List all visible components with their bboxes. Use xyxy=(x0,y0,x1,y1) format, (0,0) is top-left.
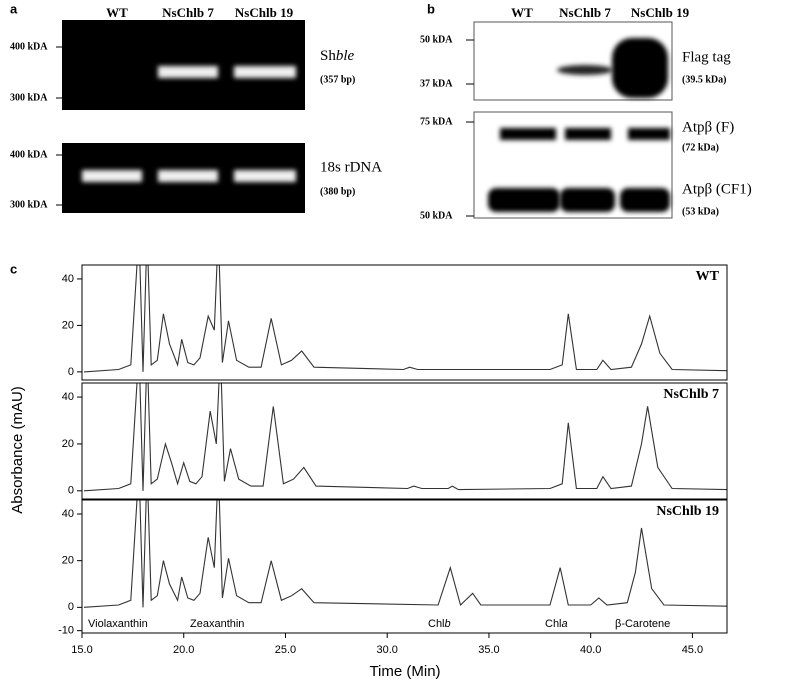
plot-frame xyxy=(81,382,728,500)
y-tick-label: 40 xyxy=(62,273,74,285)
gel xyxy=(62,20,305,110)
band xyxy=(158,66,218,78)
chromatogram-trace xyxy=(83,265,727,373)
gene-name: Shble xyxy=(320,48,355,64)
band xyxy=(612,38,668,98)
band xyxy=(557,65,613,75)
x-tick-label: 25.0 xyxy=(275,644,296,656)
x-tick-label: 40.0 xyxy=(580,644,601,656)
y-tick-label: 40 xyxy=(62,391,74,403)
lane-label: NsChlb 19 xyxy=(235,5,294,20)
annotation: Chla xyxy=(545,618,568,630)
trace-label: NsChlb 19 xyxy=(656,504,719,519)
band xyxy=(565,128,611,140)
annotation: Zeaxanthin xyxy=(190,618,244,630)
marker-label: 75 kDA xyxy=(420,116,453,127)
marker-label: 300 kDA xyxy=(10,92,48,103)
size-label: (380 bp) xyxy=(320,186,355,197)
band xyxy=(158,170,218,182)
y-tick-label: 0 xyxy=(68,366,74,378)
marker-label: 400 kDA xyxy=(10,149,48,160)
y-axis-label: Absorbance (mAU) xyxy=(9,386,26,514)
band xyxy=(620,188,670,212)
x-tick-label: 15.0 xyxy=(71,644,92,656)
marker-label: 50 kDA xyxy=(420,210,453,221)
size-label: (357 bp) xyxy=(320,74,355,85)
lane-label: NsChlb 19 xyxy=(631,5,690,20)
y-tick-label: -10 xyxy=(58,625,74,637)
protein-name: Flag tag xyxy=(682,49,731,65)
size-label: (72 kDa) xyxy=(682,142,719,153)
size-label: (53 kDa) xyxy=(682,206,719,217)
marker-label: 50 kDA xyxy=(420,34,453,45)
marker-label: 300 kDA xyxy=(10,199,48,210)
band xyxy=(628,128,670,140)
y-tick-label: 20 xyxy=(62,319,74,331)
band xyxy=(234,170,296,182)
plot-frame xyxy=(81,499,728,634)
annotation: Violaxanthin xyxy=(88,618,148,630)
x-tick-label: 45.0 xyxy=(682,644,703,656)
x-tick-label: 30.0 xyxy=(376,644,397,656)
chromatogram-trace xyxy=(83,500,727,608)
band xyxy=(560,188,615,212)
x-tick-label: 35.0 xyxy=(478,644,499,656)
band xyxy=(488,188,560,212)
band xyxy=(234,66,296,78)
lane-label: WT xyxy=(106,5,128,20)
panel-label: a xyxy=(10,1,18,16)
protein-name: Atpβ (CF1) xyxy=(682,181,752,197)
trace-label: NsChlb 7 xyxy=(663,387,719,402)
lane-label: WT xyxy=(511,5,533,20)
y-tick-label: 20 xyxy=(62,555,74,567)
y-tick-label: 40 xyxy=(62,508,74,520)
x-axis-label: Time (Min) xyxy=(369,663,440,680)
annotation: Chlb xyxy=(428,618,451,630)
annotation: β-Carotene xyxy=(615,618,670,630)
panel-label: b xyxy=(427,1,435,16)
marker-label: 37 kDA xyxy=(420,78,453,89)
chromatogram-trace xyxy=(83,383,727,492)
plot-frame xyxy=(81,264,728,381)
y-tick-label: 20 xyxy=(62,438,74,450)
lane-label: NsChlb 7 xyxy=(559,5,611,20)
marker-label: 400 kDA xyxy=(10,41,48,52)
protein-name: Atpβ (F) xyxy=(682,119,734,135)
gene-name: 18s rDNA xyxy=(320,159,382,175)
band xyxy=(82,170,142,182)
y-tick-label: 0 xyxy=(68,601,74,613)
y-tick-label: 0 xyxy=(68,485,74,497)
lane-label: NsChlb 7 xyxy=(162,5,214,20)
panel-label: c xyxy=(10,261,17,276)
band xyxy=(500,128,556,140)
x-tick-label: 20.0 xyxy=(173,644,194,656)
trace-label: WT xyxy=(696,269,720,284)
size-label: (39.5 kDa) xyxy=(682,74,726,85)
